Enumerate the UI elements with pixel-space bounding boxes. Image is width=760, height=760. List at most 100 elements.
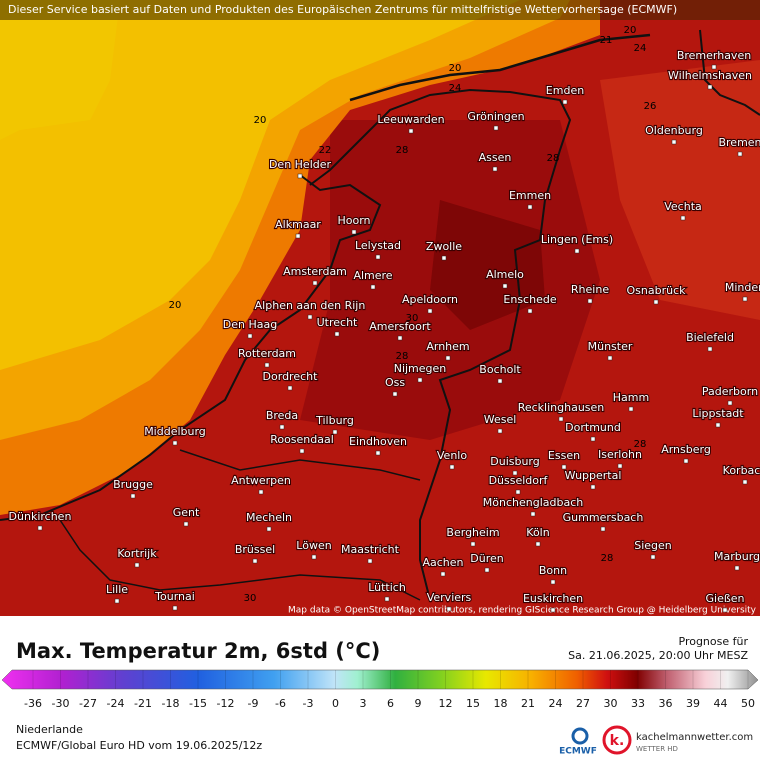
colorbar-tick-label: 21	[521, 697, 535, 710]
city-dot	[264, 362, 270, 368]
notice: Dieser Service basiert auf Daten und Pro…	[8, 3, 677, 16]
contour-label: 24	[634, 43, 647, 54]
warm-area	[600, 60, 760, 320]
city-label: Recklinghausen	[518, 401, 605, 414]
city-dot	[574, 248, 580, 254]
colorbar-tick-label: -3	[303, 697, 314, 710]
contour-label: 20	[254, 115, 267, 126]
city-label: Dortmund	[565, 421, 621, 434]
city-dot	[307, 314, 313, 320]
city-label: Dünkirchen	[9, 510, 72, 523]
colorbar-tick-label: 18	[494, 697, 508, 710]
border	[179, 449, 421, 481]
border	[59, 519, 421, 601]
city-dot	[617, 463, 623, 469]
city-label: Osnabrück	[627, 284, 687, 297]
city-label: Middelburg	[144, 425, 206, 438]
colorbar-tick-label: 6	[387, 697, 394, 710]
sea	[0, 0, 120, 140]
city-dot	[530, 511, 536, 517]
city-dot	[384, 596, 390, 602]
sea	[0, 0, 520, 370]
colorbar-tick-label: 27	[576, 697, 590, 710]
city-dot	[311, 554, 317, 560]
city-label: Emmen	[509, 189, 551, 202]
city-dot	[653, 299, 659, 305]
city-dot	[258, 489, 264, 495]
city-label: Lelystad	[355, 239, 401, 252]
city-label: Eindhoven	[349, 435, 407, 448]
islands	[349, 33, 651, 102]
city-label: Tournai	[154, 590, 195, 603]
city-dot	[527, 204, 533, 210]
logo-sub: WETTER HD	[636, 745, 678, 753]
city-dot	[266, 526, 272, 532]
city-dot	[287, 385, 293, 391]
hot-area	[430, 200, 545, 330]
city-label: Zwolle	[426, 240, 462, 253]
city-dot	[600, 526, 606, 532]
city-label: Breda	[266, 409, 298, 422]
city-label: Mönchengladbach	[483, 496, 583, 509]
city-label: Amersfoort	[369, 320, 431, 333]
logo-ecmwf: ECMWF	[559, 747, 597, 757]
city-label: Verviers	[427, 591, 472, 604]
city-label: Wesel	[484, 413, 517, 426]
city-dot	[130, 493, 136, 499]
city-label: Amsterdam	[283, 265, 347, 278]
site-icon	[602, 725, 632, 755]
city-label: Arnhem	[426, 340, 469, 353]
contour-label: 30	[244, 593, 257, 604]
contour-label: 30	[406, 313, 419, 324]
city-label: Enschede	[503, 293, 556, 306]
city-label: Hoorn	[337, 214, 370, 227]
city-dot	[493, 125, 499, 131]
logo-site: kachelmannwetter.com	[636, 732, 753, 743]
city-dot	[247, 333, 253, 339]
colorbar-tick-label: 30	[604, 697, 618, 710]
city-label: Köln	[526, 526, 549, 539]
colorbar-tick-label: -36	[24, 697, 42, 710]
city-dot	[334, 331, 340, 337]
city-dot	[183, 521, 189, 527]
city-dot	[680, 215, 686, 221]
city-dot	[375, 450, 381, 456]
colorbar-tick-label: 24	[549, 697, 563, 710]
city-dot	[312, 280, 318, 286]
city-dot	[683, 458, 689, 464]
contour-label: 20	[169, 300, 182, 311]
city-dot	[650, 554, 656, 560]
city-dot	[590, 484, 596, 490]
city-label: Lille	[106, 583, 128, 596]
city-dot	[492, 166, 498, 172]
city-dot	[172, 440, 178, 446]
city-label: Vechta	[664, 200, 702, 213]
city-dot	[370, 284, 376, 290]
city-label: Bremerhaven	[677, 49, 751, 62]
map: Dieser Service basiert auf Daten und Pro…	[0, 0, 760, 616]
colorbar-tick-label: -27	[79, 697, 97, 710]
city-label: Münster	[588, 340, 633, 353]
city-dot	[37, 525, 43, 531]
city-dot	[727, 400, 733, 406]
city-label: Bielefeld	[686, 331, 734, 344]
colorbar-tick-label: -21	[134, 697, 152, 710]
city-label: Den Haag	[223, 318, 277, 331]
city-dot	[397, 335, 403, 341]
city-label: Düsseldorf	[489, 474, 549, 487]
city-dot	[527, 308, 533, 314]
city-dot	[297, 173, 303, 179]
city-label: Oldenburg	[645, 124, 703, 137]
city-dot	[279, 424, 285, 430]
city-label: Wuppertal	[565, 469, 622, 482]
city-dot	[742, 296, 748, 302]
city-label: Nijmegen	[394, 362, 447, 375]
city-dot	[628, 406, 634, 412]
city-dot	[295, 233, 301, 239]
site-icon-letter: k.	[610, 733, 625, 749]
city-dot	[445, 355, 451, 361]
city-dot	[114, 598, 120, 604]
forecast-time: Sa. 21.06.2025, 20:00 Uhr MESZ	[568, 649, 748, 662]
city-dot	[446, 606, 452, 612]
city-dot	[172, 605, 178, 611]
